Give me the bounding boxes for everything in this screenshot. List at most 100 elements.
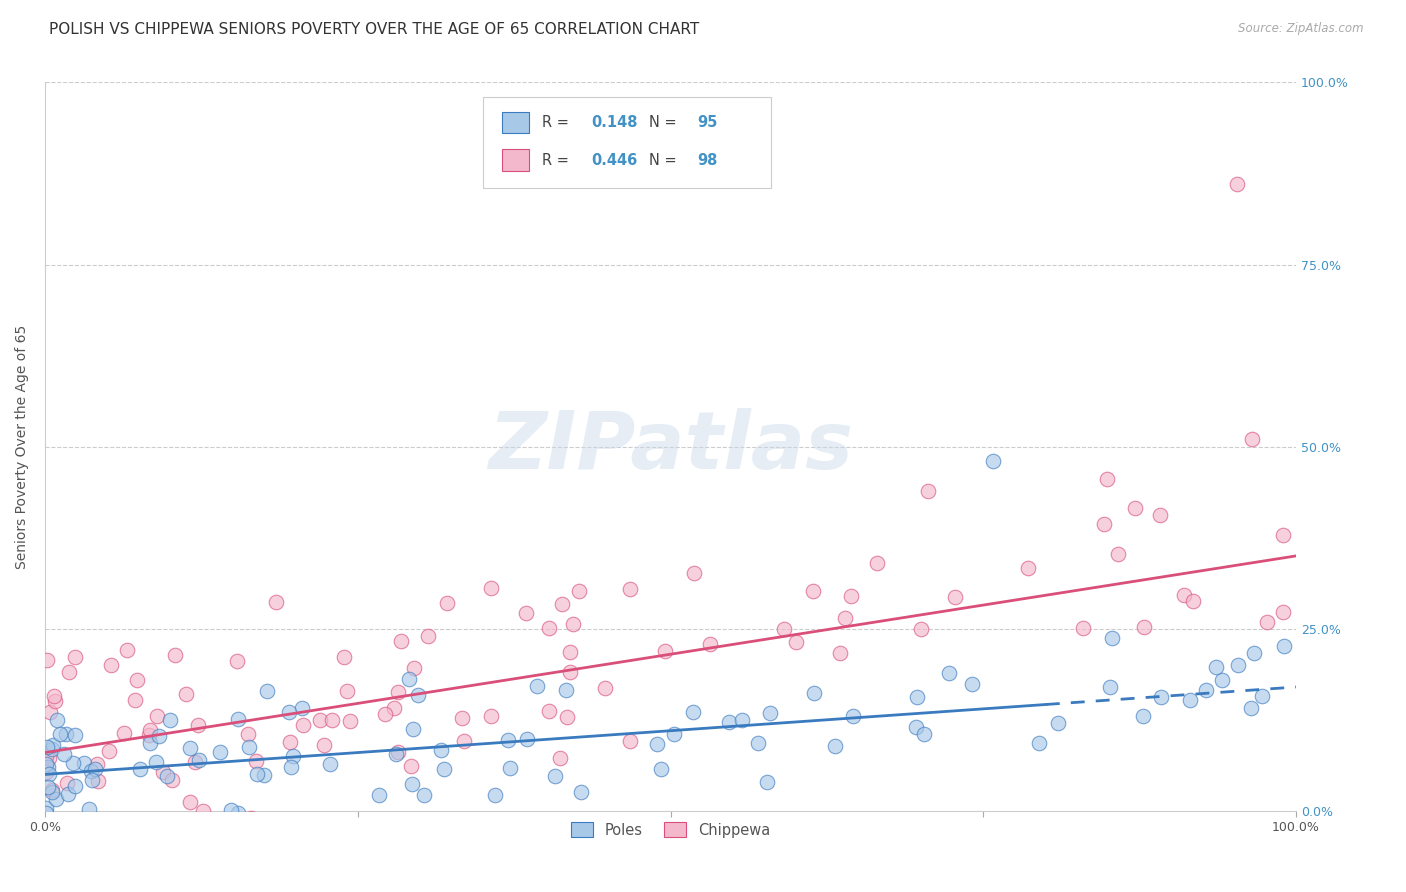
Point <box>619 582 641 597</box>
Point <box>35 765 58 780</box>
Point <box>84 762 107 776</box>
Point <box>1132 709 1154 723</box>
Point <box>1017 561 1039 575</box>
Point <box>981 454 1004 468</box>
Point <box>37 760 59 774</box>
Point <box>35 748 58 763</box>
Point <box>662 726 685 740</box>
Point <box>401 777 423 791</box>
Point <box>496 733 519 747</box>
Point <box>645 737 668 751</box>
Point <box>1239 701 1261 715</box>
Point <box>333 649 356 664</box>
Point <box>904 720 927 734</box>
Point <box>747 736 769 750</box>
Point <box>174 687 197 701</box>
Point <box>499 761 522 775</box>
Point <box>834 610 856 624</box>
Point <box>125 673 148 687</box>
Point <box>42 690 65 704</box>
Point <box>65 779 87 793</box>
Point <box>77 802 100 816</box>
Point <box>560 665 582 680</box>
Point <box>537 621 560 635</box>
Point <box>100 658 122 673</box>
Point <box>1178 693 1201 707</box>
Text: 0.148: 0.148 <box>592 115 638 130</box>
Point <box>1098 680 1121 694</box>
Point <box>148 729 170 743</box>
FancyBboxPatch shape <box>482 97 770 188</box>
Point <box>239 811 262 825</box>
Point <box>256 683 278 698</box>
Point <box>35 739 58 754</box>
Point <box>38 766 60 780</box>
Point <box>112 725 135 739</box>
Legend: Poles, Chippewa: Poles, Chippewa <box>565 816 776 844</box>
Point <box>1272 639 1295 653</box>
Point <box>1211 673 1233 688</box>
Point <box>938 665 960 680</box>
Point <box>124 693 146 707</box>
Point <box>412 788 434 802</box>
Point <box>155 769 177 783</box>
Point <box>291 718 314 732</box>
Point <box>593 681 616 695</box>
Point <box>188 753 211 767</box>
Point <box>58 665 80 679</box>
Point <box>1256 615 1278 630</box>
Point <box>619 734 641 748</box>
Point <box>37 780 59 794</box>
Point <box>699 637 721 651</box>
Point <box>73 756 96 770</box>
Point <box>1133 620 1156 634</box>
Point <box>568 584 591 599</box>
Point <box>1101 632 1123 646</box>
Point <box>160 772 183 787</box>
Point <box>374 707 396 722</box>
Point <box>824 739 846 754</box>
Point <box>1107 547 1129 561</box>
Point <box>1181 593 1204 607</box>
Point <box>35 756 58 771</box>
Point <box>650 762 672 776</box>
Point <box>910 622 932 636</box>
Point <box>1173 589 1195 603</box>
Point <box>278 735 301 749</box>
Point <box>86 756 108 771</box>
Point <box>755 775 778 789</box>
Point <box>555 710 578 724</box>
Point <box>80 764 103 778</box>
Point <box>336 683 359 698</box>
Point <box>433 762 456 776</box>
Point <box>97 744 120 758</box>
Point <box>42 830 65 844</box>
Point <box>1195 682 1218 697</box>
Text: N =: N = <box>650 153 682 168</box>
Point <box>39 705 62 719</box>
Point <box>1123 501 1146 516</box>
Point <box>839 589 862 603</box>
Point <box>484 788 506 802</box>
Point <box>1271 605 1294 619</box>
Point <box>228 805 250 820</box>
Point <box>63 649 86 664</box>
Point <box>785 635 807 649</box>
Point <box>183 755 205 769</box>
Text: Source: ZipAtlas.com: Source: ZipAtlas.com <box>1239 22 1364 36</box>
Point <box>314 738 336 752</box>
Point <box>543 769 565 783</box>
Point <box>45 791 67 805</box>
Point <box>179 741 201 756</box>
Point <box>115 642 138 657</box>
Point <box>1205 660 1227 674</box>
Point <box>37 653 59 667</box>
Point <box>1046 716 1069 731</box>
Point <box>1243 646 1265 660</box>
Point <box>129 762 152 776</box>
Point <box>803 686 825 700</box>
Point <box>226 712 249 726</box>
Point <box>682 705 704 719</box>
Point <box>1251 690 1274 704</box>
Point <box>558 645 581 659</box>
